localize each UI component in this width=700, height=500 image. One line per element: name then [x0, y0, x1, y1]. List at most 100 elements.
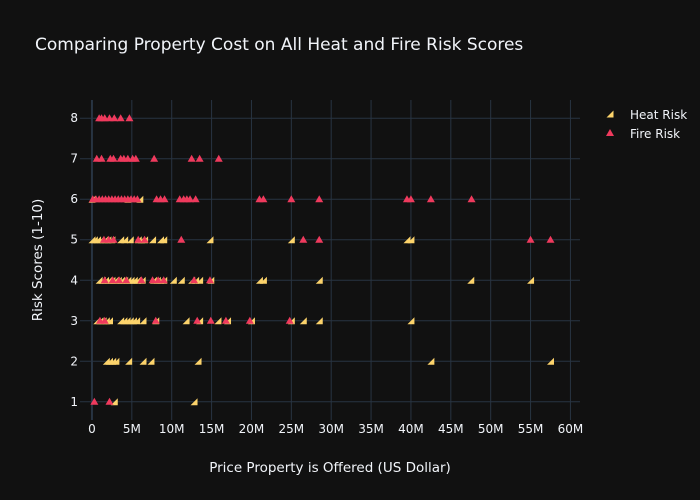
legend-label-heat-risk: Heat Risk [630, 108, 687, 122]
data-point-fire-risk[interactable] [159, 276, 168, 284]
data-point-fire-risk[interactable] [97, 154, 106, 162]
data-point-fire-risk[interactable] [299, 235, 308, 243]
x-axis-title: Price Property is Offered (US Dollar) [209, 460, 451, 476]
data-point-fire-risk[interactable] [206, 316, 215, 324]
data-point-heat-risk[interactable] [125, 357, 133, 365]
data-point-heat-risk[interactable] [467, 276, 475, 284]
data-point-fire-risk[interactable] [195, 154, 204, 162]
data-point-fire-risk[interactable] [406, 195, 415, 203]
data-point-fire-risk[interactable] [191, 195, 200, 203]
data-point-heat-risk[interactable] [182, 317, 190, 325]
data-point-heat-risk[interactable] [527, 276, 535, 284]
y-tick-label: 3 [70, 314, 78, 328]
y-tick-label: 6 [70, 192, 78, 206]
data-point-fire-risk[interactable] [150, 154, 159, 162]
data-point-heat-risk[interactable] [403, 236, 411, 244]
data-point-heat-risk[interactable] [255, 276, 263, 284]
data-point-heat-risk[interactable] [121, 236, 129, 244]
legend[interactable]: Heat Risk Fire Risk [606, 108, 687, 141]
y-tick-label: 8 [70, 111, 78, 125]
data-point-heat-risk[interactable] [196, 276, 204, 284]
data-point-fire-risk[interactable] [151, 316, 160, 324]
data-point-fire-risk[interactable] [426, 195, 435, 203]
data-point-fire-risk[interactable] [122, 276, 131, 284]
data-point-fire-risk[interactable] [131, 154, 140, 162]
data-point-fire-risk[interactable] [134, 235, 143, 243]
data-point-heat-risk[interactable] [206, 236, 214, 244]
data-point-fire-risk[interactable] [160, 195, 169, 203]
data-point-fire-risk[interactable] [315, 195, 324, 203]
data-point-fire-risk[interactable] [105, 397, 114, 405]
data-point-fire-risk[interactable] [133, 195, 142, 203]
data-point-heat-risk[interactable] [117, 236, 125, 244]
legend-marker-heat-risk [606, 110, 614, 118]
data-point-heat-risk[interactable] [546, 357, 554, 365]
x-tick-label: 30M [318, 422, 344, 436]
data-point-fire-risk[interactable] [526, 235, 535, 243]
data-point-fire-risk[interactable] [109, 154, 118, 162]
data-point-fire-risk[interactable] [205, 276, 214, 284]
data-point-heat-risk[interactable] [112, 357, 120, 365]
data-point-fire-risk[interactable] [190, 276, 199, 284]
data-point-fire-risk[interactable] [116, 114, 125, 122]
data-point-heat-risk[interactable] [139, 357, 147, 365]
data-point-fire-risk[interactable] [193, 316, 202, 324]
data-point-heat-risk[interactable] [126, 236, 134, 244]
data-point-fire-risk[interactable] [110, 114, 119, 122]
legend-label-fire-risk: Fire Risk [630, 127, 680, 141]
data-point-fire-risk[interactable] [221, 316, 230, 324]
data-point-fire-risk[interactable] [245, 316, 254, 324]
legend-item-heat-risk[interactable]: Heat Risk [606, 108, 688, 122]
data-point-heat-risk[interactable] [177, 276, 185, 284]
data-point-heat-risk[interactable] [147, 357, 155, 365]
x-tick-label: 15M [199, 422, 225, 436]
data-point-fire-risk[interactable] [154, 276, 163, 284]
data-point-heat-risk[interactable] [259, 276, 267, 284]
series-fire-risk [88, 114, 555, 405]
data-point-fire-risk[interactable] [285, 316, 294, 324]
x-tick-label: 0 [88, 422, 96, 436]
data-point-fire-risk[interactable] [137, 276, 146, 284]
data-point-fire-risk[interactable] [177, 235, 186, 243]
data-point-fire-risk[interactable] [140, 235, 149, 243]
data-point-heat-risk[interactable] [139, 317, 147, 325]
data-point-fire-risk[interactable] [148, 276, 157, 284]
data-point-fire-risk[interactable] [100, 276, 109, 284]
data-point-heat-risk[interactable] [407, 317, 415, 325]
data-point-fire-risk[interactable] [100, 316, 109, 324]
data-point-heat-risk[interactable] [133, 317, 141, 325]
data-point-heat-risk[interactable] [149, 236, 157, 244]
data-point-fire-risk[interactable] [108, 276, 117, 284]
data-point-fire-risk[interactable] [315, 235, 324, 243]
data-point-heat-risk[interactable] [315, 317, 323, 325]
data-point-fire-risk[interactable] [467, 195, 476, 203]
data-point-heat-risk[interactable] [287, 236, 295, 244]
y-tick-label: 4 [70, 273, 78, 287]
data-point-heat-risk[interactable] [427, 357, 435, 365]
data-point-fire-risk[interactable] [90, 397, 99, 405]
data-point-heat-risk[interactable] [169, 276, 177, 284]
data-point-heat-risk[interactable] [407, 236, 415, 244]
x-tick-label: 10M [159, 422, 185, 436]
data-point-heat-risk[interactable] [315, 276, 323, 284]
data-point-heat-risk[interactable] [299, 317, 307, 325]
data-point-heat-risk[interactable] [194, 357, 202, 365]
data-point-fire-risk[interactable] [546, 235, 555, 243]
legend-marker-fire-risk [606, 129, 614, 136]
data-point-fire-risk[interactable] [109, 235, 118, 243]
data-point-heat-risk[interactable] [190, 398, 198, 406]
y-tick-labels: 1 2 3 4 5 6 7 8 [70, 111, 78, 409]
data-point-fire-risk[interactable] [259, 195, 268, 203]
data-point-fire-risk[interactable] [214, 154, 223, 162]
data-point-fire-risk[interactable] [287, 195, 296, 203]
data-point-fire-risk[interactable] [115, 276, 124, 284]
data-point-fire-risk[interactable] [125, 114, 134, 122]
data-point-heat-risk[interactable] [214, 317, 222, 325]
data-point-fire-risk[interactable] [186, 195, 195, 203]
x-tick-label: 55M [518, 422, 544, 436]
data-point-fire-risk[interactable] [187, 154, 196, 162]
legend-item-fire-risk[interactable]: Fire Risk [606, 127, 680, 141]
data-point-heat-risk[interactable] [160, 236, 168, 244]
